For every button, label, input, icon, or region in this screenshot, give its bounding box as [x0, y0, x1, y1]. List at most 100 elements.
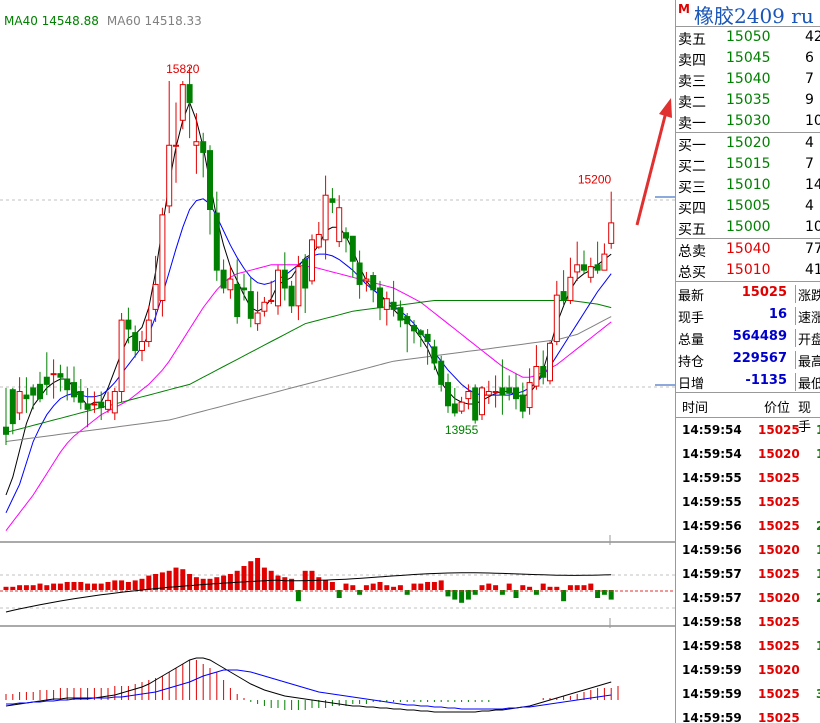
- stat-value: 16: [768, 307, 787, 322]
- total-label: 总卖: [678, 244, 706, 260]
- total-row[interactable]: 总买 15010 41: [676, 260, 820, 281]
- volume-bar: [180, 569, 186, 590]
- volume-bar: [411, 583, 417, 590]
- volume-bar: [282, 577, 288, 590]
- trade-row[interactable]: 14:59:57 15025 1: [676, 562, 820, 586]
- candle-body: [329, 198, 336, 203]
- ask-level-row[interactable]: 卖四 15045 6: [676, 48, 820, 69]
- total-label: 总买: [678, 265, 706, 281]
- candle-body: [166, 144, 173, 207]
- bid-level-row[interactable]: 买二 15015 7: [676, 154, 820, 175]
- ask-level-row[interactable]: 卖一 15030 10: [676, 111, 820, 132]
- quote-stats: 最新 15025 涨跌现手 16 速涨总量 564489 开盘持仓 229567 最高日增 -11…: [676, 282, 820, 392]
- trade-row[interactable]: 14:59:56 15025 2: [676, 514, 820, 538]
- bid-level-price: 15010: [726, 177, 771, 193]
- kline-chart-area[interactable]: 15820 13955 15200 MA40 14548.88 MA60 14518.…: [0, 0, 675, 723]
- kline-chart[interactable]: 15820 13955 15200: [0, 0, 675, 723]
- ask-level-label: 卖二: [678, 95, 706, 111]
- volume-bar: [3, 586, 9, 590]
- trade-row[interactable]: 14:59:54 15025 1: [676, 418, 820, 442]
- candle-body: [132, 332, 139, 351]
- volume-bar: [513, 590, 519, 598]
- ask-level-label: 卖四: [678, 53, 706, 69]
- trade-price: 15025: [758, 615, 800, 629]
- trade-row[interactable]: 14:59:58 15025 1: [676, 634, 820, 658]
- volume-bar: [370, 583, 376, 590]
- candle-body: [281, 269, 288, 289]
- volume-bar: [255, 558, 261, 590]
- trade-row[interactable]: 14:59:55 15025: [676, 490, 820, 514]
- candle-body: [16, 390, 23, 414]
- trade-row[interactable]: 14:59:59 15020: [676, 658, 820, 682]
- candle-body: [343, 232, 349, 239]
- candle-body: [186, 84, 193, 103]
- candle-body: [77, 390, 84, 403]
- volume-bar: [574, 585, 580, 590]
- volume-bar: [459, 590, 465, 603]
- bid-level-row[interactable]: 买一 15020 4: [676, 133, 820, 154]
- trades-list[interactable]: 14:59:54 15025 1 14:59:54 15020 1 14:59:55 1502…: [676, 418, 820, 723]
- candle-body: [98, 401, 105, 409]
- market-mark-icon: M: [678, 2, 690, 16]
- total-row[interactable]: 总卖 15040 77: [676, 239, 820, 260]
- trade-row[interactable]: 14:59:57 15020 2: [676, 586, 820, 610]
- trade-row[interactable]: 14:59:59 15025: [676, 706, 820, 723]
- candle-body: [404, 316, 411, 325]
- ma-line-ma10: [5, 198, 612, 514]
- volume-bar: [561, 590, 567, 602]
- bid-level-vol: 4: [805, 198, 814, 214]
- trade-row[interactable]: 14:59:54 15020 1: [676, 442, 820, 466]
- ask-level-price: 15045: [726, 50, 771, 66]
- candle-body: [50, 373, 57, 376]
- ma60-legend: MA60 14518.33: [106, 14, 202, 28]
- volume-bar: [193, 577, 199, 590]
- candle-body: [601, 253, 608, 271]
- stat-label: 总量: [678, 333, 705, 348]
- stat-label: 最新: [678, 289, 705, 304]
- quote-panel: M 橡胶2409 ru 卖五1505042卖四150456卖三150407卖二1…: [675, 0, 820, 723]
- volume-bar: [91, 583, 97, 590]
- trade-price: 15025: [758, 567, 800, 581]
- trade-price: 15025: [758, 711, 800, 723]
- bid-level-label: 买四: [678, 201, 706, 217]
- stat-label-secondary: 开盘: [795, 329, 820, 348]
- ask-level-price: 15040: [726, 71, 771, 87]
- ask-level-row[interactable]: 卖二 15035 9: [676, 90, 820, 111]
- trade-time: 14:59:58: [682, 639, 742, 653]
- stat-row: 持仓 229567 最高: [676, 348, 820, 370]
- trade-vol: 1: [816, 543, 820, 557]
- trades-header-vol: 现手: [798, 401, 812, 435]
- stat-label: 日增: [678, 377, 705, 392]
- candle-body: [336, 207, 343, 243]
- trade-time: 14:59:59: [682, 711, 742, 723]
- stat-row: 最新 15025 涨跌: [676, 282, 820, 304]
- trade-row[interactable]: 14:59:58 15025: [676, 610, 820, 634]
- trade-vol: 2: [816, 591, 820, 605]
- volume-bar: [533, 590, 539, 595]
- bid-level-row[interactable]: 买四 15005 4: [676, 196, 820, 217]
- macd-dif-line: [5, 657, 612, 713]
- ask-level-row[interactable]: 卖三 15040 7: [676, 69, 820, 90]
- candle-body: [173, 144, 179, 147]
- trade-row[interactable]: 14:59:56 15020 1: [676, 538, 820, 562]
- candle-body: [560, 291, 567, 301]
- volume-bar: [350, 585, 356, 590]
- trade-row[interactable]: 14:59:59 15025 3: [676, 682, 820, 706]
- volume-bar: [146, 575, 152, 590]
- candle-body: [458, 401, 465, 412]
- candle-body: [159, 214, 166, 301]
- ask-level-row[interactable]: 卖五 15050 42: [676, 27, 820, 48]
- ma-legend: MA40 14548.88 MA60 14518.33: [4, 14, 210, 28]
- volume-bar: [465, 590, 471, 600]
- candle-body: [105, 399, 111, 410]
- bid-level-row[interactable]: 买三 15010 14: [676, 175, 820, 196]
- volume-bar: [452, 590, 458, 600]
- indicator-line: [5, 572, 612, 613]
- candle-body: [390, 301, 397, 310]
- candle-body: [594, 264, 601, 271]
- bid-level-row[interactable]: 买五 15000 10: [676, 217, 820, 238]
- trades-header-time: 时间: [682, 401, 709, 416]
- trade-row[interactable]: 14:59:55 15025: [676, 466, 820, 490]
- volume-bar: [173, 567, 179, 590]
- volume-bar: [608, 590, 614, 600]
